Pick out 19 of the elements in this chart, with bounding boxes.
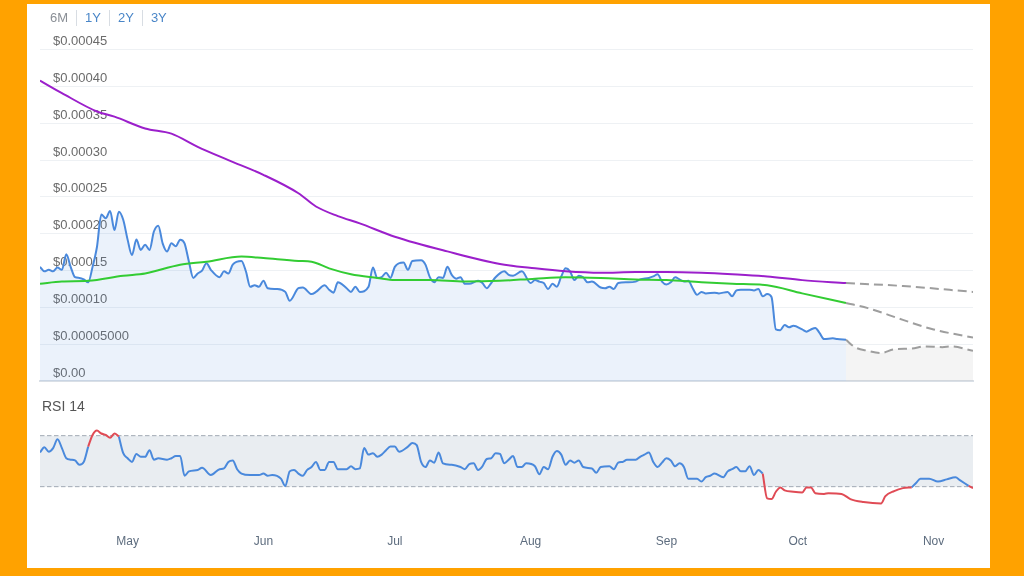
annotation: 3Y — [141, 10, 175, 26]
y-tick-label: $0.00045 — [53, 33, 108, 49]
chart-title: RSI 14 — [42, 398, 85, 414]
annotation: 6M — [50, 10, 70, 26]
y-tick-label: $0.00 — [53, 364, 86, 380]
y-tick-label: $0.00010 — [53, 290, 108, 306]
x-tick-label: Aug — [519, 533, 542, 548]
y-tick-label: $0.00040 — [53, 70, 108, 86]
y-tick-label: $0.00030 — [53, 143, 108, 159]
x-tick-label: Jul — [387, 533, 403, 548]
x-tick-label: May — [116, 533, 139, 548]
y-tick-label: $0.00025 — [53, 180, 108, 196]
y-tick-label: $0.00005000 — [53, 327, 129, 343]
annotation: 2Y — [108, 10, 142, 26]
x-tick-label: Nov — [922, 533, 945, 548]
annotation: 1Y — [76, 10, 109, 26]
x-tick-label: Sep — [655, 533, 678, 548]
x-tick-label: Jun — [253, 533, 274, 548]
x-tick-label: Oct — [788, 533, 808, 548]
